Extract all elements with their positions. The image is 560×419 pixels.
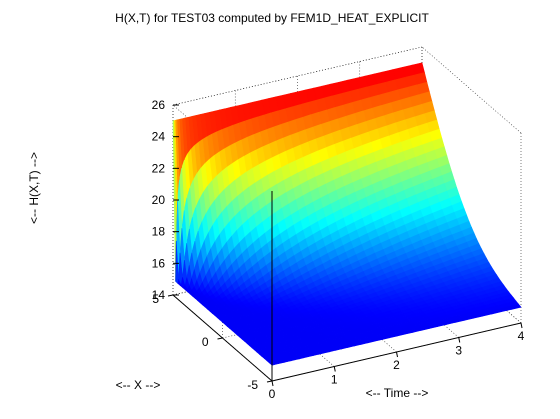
x-axis-label: <-- X --> — [116, 378, 161, 392]
time-tick-mark — [333, 366, 336, 372]
time-tick-mark — [396, 351, 398, 358]
time-tick-label: 2 — [393, 358, 400, 372]
z-axis-label: <-- H(X,T) --> — [27, 152, 41, 224]
time-tick-mark — [458, 337, 461, 343]
time-tick-mark — [271, 380, 274, 387]
grid-line — [172, 46, 423, 106]
x-tick-mark — [167, 294, 174, 297]
time-tick-label: 3 — [455, 344, 462, 358]
x-tick-label: 5 — [152, 292, 159, 306]
time-tick-label: 4 — [518, 329, 525, 343]
z-axis-ticks: 14 16 18 20 22 24 26 — [152, 98, 179, 302]
z-tick-label: 24 — [152, 130, 166, 144]
time-axis-ticks: 0 1 2 3 4 — [269, 322, 525, 401]
x-tick-label: -5 — [247, 378, 258, 392]
time-tick-label: 1 — [331, 373, 338, 387]
box-back-edge — [421, 46, 522, 134]
x-tick-mark — [266, 380, 273, 383]
time-tick-mark — [520, 322, 523, 329]
z-tick-label: 16 — [152, 256, 166, 270]
z-tick-label: 18 — [152, 225, 166, 239]
time-tick-label: 0 — [269, 387, 276, 401]
x-tick-mark — [217, 337, 223, 340]
z-tick-label: 26 — [152, 98, 166, 112]
chart-title: H(X,T) for TEST03 computed by FEM1D_HEAT… — [115, 11, 429, 25]
x-axis-ticks: -5 0 5 — [152, 292, 273, 392]
z-tick-label: 14 — [152, 288, 166, 302]
time-axis-label: <-- Time --> — [366, 386, 429, 400]
z-tick-label: 22 — [152, 161, 166, 175]
z-tick-label: 20 — [152, 193, 166, 207]
surface-mesh — [172, 62, 522, 366]
x-tick-label: 0 — [202, 335, 209, 349]
